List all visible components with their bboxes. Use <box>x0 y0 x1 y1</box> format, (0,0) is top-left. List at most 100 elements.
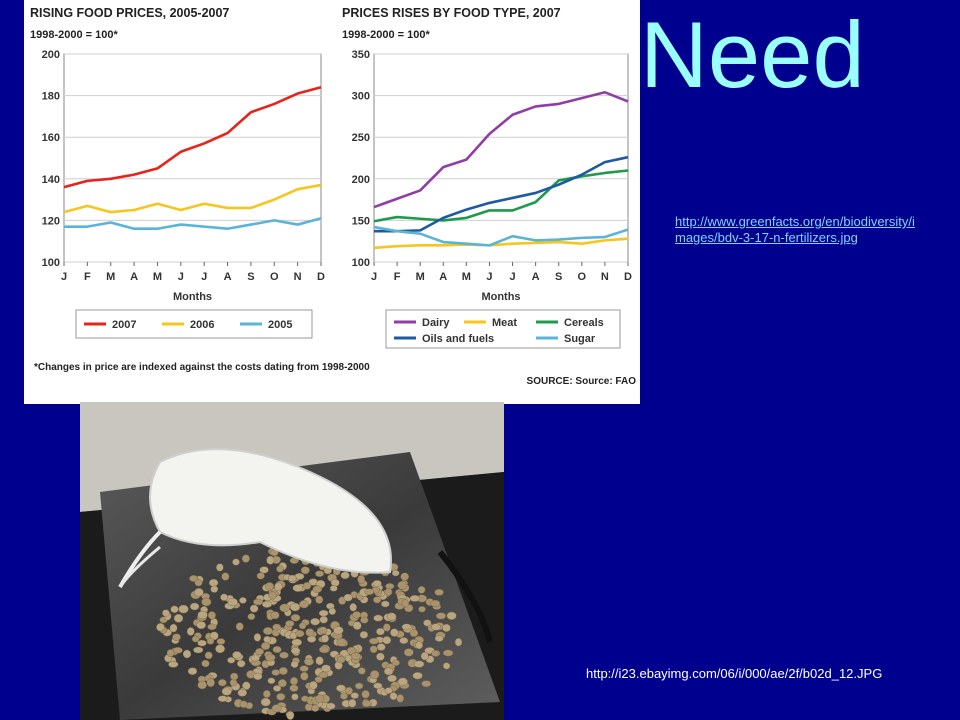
soybean <box>415 641 423 650</box>
soybean <box>390 628 399 637</box>
soybean <box>270 611 280 620</box>
soybean <box>397 677 408 686</box>
soybean <box>340 571 350 580</box>
soybean <box>391 569 400 577</box>
soybean <box>207 623 217 631</box>
soybean <box>413 660 425 668</box>
soybean <box>399 637 409 645</box>
soybean <box>409 629 419 638</box>
soybean <box>315 694 325 703</box>
soybean <box>278 667 288 675</box>
soybean <box>196 621 206 630</box>
soybean <box>241 554 250 563</box>
x-tick-label-1: D <box>624 271 632 283</box>
x-tick-label-1: A <box>439 271 447 283</box>
chart-title-0: RISING FOOD PRICES, 2005-2007 <box>30 6 229 20</box>
soybean <box>307 635 317 643</box>
soybean <box>370 670 380 679</box>
soybean <box>289 677 298 686</box>
soybean <box>290 602 301 612</box>
soybean <box>292 584 304 592</box>
soybean <box>350 692 359 699</box>
soybean <box>368 637 379 645</box>
soybean <box>400 572 410 581</box>
x-tick-label-0: M <box>106 271 115 283</box>
x-tick-label-0: D <box>317 271 325 283</box>
soybean <box>209 631 219 641</box>
legend-label-dairy: Dairy <box>422 317 450 329</box>
soybean <box>253 598 264 606</box>
soybean <box>221 687 232 696</box>
food-prices-charts: RISING FOOD PRICES, 2005-2007 1998-2000 =… <box>30 6 637 387</box>
soybean <box>256 572 265 580</box>
soybean <box>265 653 276 662</box>
soybean <box>454 637 463 647</box>
soybean <box>401 599 409 608</box>
soybean <box>168 661 179 668</box>
soybean <box>384 687 393 694</box>
soybean <box>263 635 272 643</box>
x-tick-label-0: J <box>61 271 67 283</box>
y-tick-label-1: 150 <box>352 215 370 227</box>
soybean <box>220 593 229 602</box>
soybean <box>279 603 290 613</box>
chart-title-1: PRICES RISES BY FOOD TYPE, 2007 <box>342 6 561 20</box>
soybean <box>442 662 451 670</box>
soybean <box>253 633 262 642</box>
series-line-oils-and-fuels <box>374 155 629 233</box>
image-source-link[interactable]: http://www.greenfacts.org/en/biodiversit… <box>675 214 915 245</box>
slide-title: Need <box>640 2 865 107</box>
x-tick-label-1: F <box>394 271 401 283</box>
soybean <box>376 652 385 661</box>
x-tick-label-1: S <box>555 271 562 283</box>
soybean <box>328 607 337 615</box>
series-line-dairy <box>373 90 629 209</box>
x-tick-label-1: M <box>462 271 471 283</box>
y-tick-label-1: 200 <box>352 174 370 186</box>
soybean <box>242 681 251 690</box>
soybean <box>298 622 307 630</box>
soybean <box>276 692 286 701</box>
soybean <box>309 680 318 690</box>
soybean <box>349 603 357 612</box>
soybean <box>197 610 208 620</box>
soybean <box>166 649 175 658</box>
y-tick-label-0: 180 <box>42 91 60 103</box>
soybean <box>382 636 392 645</box>
soybean <box>289 684 299 692</box>
y-tick-label-1: 350 <box>352 49 370 61</box>
chart-footnote: *Changes in price are indexed against th… <box>34 362 370 373</box>
soybean <box>255 648 265 656</box>
soybean <box>318 646 329 654</box>
soybean <box>435 612 447 620</box>
soybean <box>431 623 441 631</box>
soybean <box>287 574 297 582</box>
soybean <box>276 565 284 573</box>
chart-source: SOURCE: Source: FAO <box>527 376 637 387</box>
x-tick-label-1: J <box>486 271 492 283</box>
x-tick-label-0: N <box>294 271 302 283</box>
soybean <box>315 656 324 666</box>
soybean <box>343 593 353 602</box>
soybean <box>386 612 397 621</box>
soybean <box>250 654 260 662</box>
soybean <box>204 651 213 660</box>
legend-label-2007: 2007 <box>112 319 136 331</box>
soybean <box>318 609 329 617</box>
y-tick-label-1: 250 <box>352 132 370 144</box>
x-tick-label-1: J <box>371 271 377 283</box>
soybean <box>352 621 362 630</box>
soybean <box>191 635 200 643</box>
y-tick-label-0: 140 <box>42 174 60 186</box>
soybean <box>239 700 248 708</box>
soybean <box>315 595 324 604</box>
soybean <box>189 602 200 611</box>
plot-area-1 <box>373 53 629 263</box>
soybean <box>206 637 215 645</box>
soybean <box>186 627 195 636</box>
soybean <box>261 600 273 608</box>
y-tick-label-0: 200 <box>42 49 60 61</box>
soybean <box>210 585 219 593</box>
soybean <box>360 616 369 624</box>
plot-area-0 <box>63 53 322 263</box>
